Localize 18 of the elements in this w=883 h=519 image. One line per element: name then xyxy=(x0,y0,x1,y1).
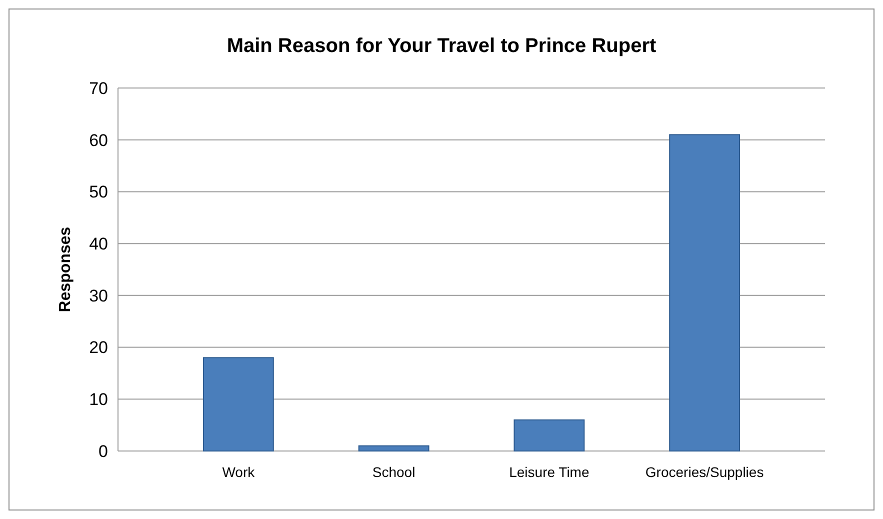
bar xyxy=(514,419,585,452)
y-tick-label: 70 xyxy=(89,78,108,98)
y-tick-label: 40 xyxy=(89,234,108,254)
x-tick-label: Work xyxy=(222,464,256,480)
bar xyxy=(358,445,430,452)
y-tick-label: 30 xyxy=(89,286,108,306)
x-tick-label: Leisure Time xyxy=(509,464,590,480)
bar xyxy=(669,134,740,452)
y-axis-title: Responses xyxy=(57,226,74,312)
x-tick-label: School xyxy=(372,464,416,480)
bar xyxy=(202,357,274,452)
x-tick-label: Groceries/Supplies xyxy=(645,464,764,480)
y-tick-label: 60 xyxy=(89,130,108,150)
y-tick-label: 20 xyxy=(89,338,108,358)
y-tick-label: 0 xyxy=(98,442,108,461)
y-tick-label: 50 xyxy=(89,182,108,202)
y-tick-label: 10 xyxy=(89,390,108,410)
chart-title: Main Reason for Your Travel to Prince Rupert xyxy=(226,35,657,57)
